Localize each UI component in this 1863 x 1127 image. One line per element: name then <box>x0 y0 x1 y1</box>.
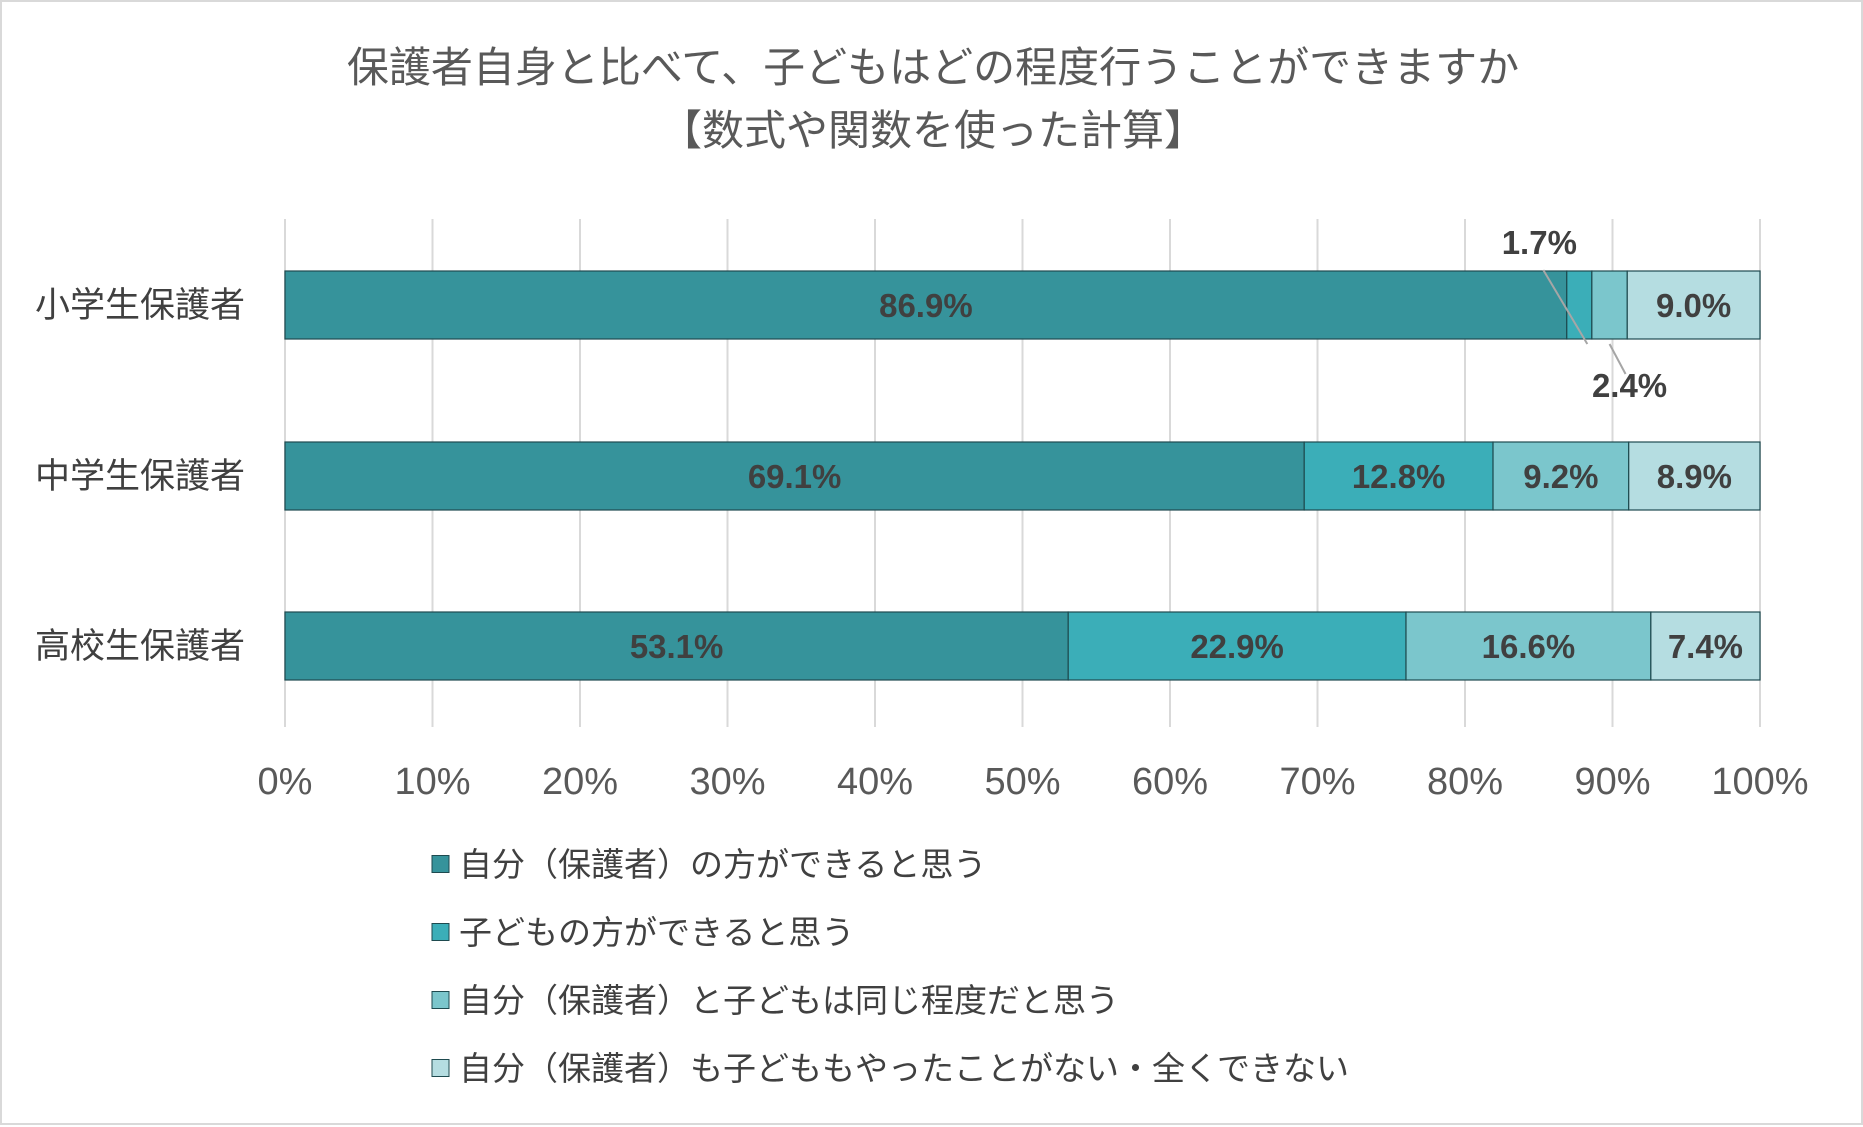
bar-segment <box>1628 441 1761 511</box>
data-label: 9.2% <box>1523 458 1598 495</box>
bar-segment <box>284 611 1069 681</box>
callout-leader-line <box>1542 269 1589 345</box>
bar-segment <box>1067 611 1407 681</box>
category-label: 小学生保護者 <box>35 286 245 326</box>
chart-title-line2: 【数式や関数を使った計算】 <box>660 106 1206 155</box>
data-label: 7.4% <box>1668 628 1743 665</box>
bar-segment <box>1303 441 1494 511</box>
legend-label: 子どもの方ができると思う <box>459 913 854 952</box>
data-label: 2.4% <box>1592 367 1667 404</box>
category-label: 高校生保護者 <box>35 627 245 667</box>
bar-segment <box>284 270 1568 340</box>
data-label: 16.6% <box>1482 628 1576 665</box>
data-label: 22.9% <box>1190 628 1284 665</box>
data-label: 8.9% <box>1657 458 1732 495</box>
legend-swatch <box>431 991 450 1009</box>
bar-segment <box>1650 611 1761 681</box>
bar-segment <box>1405 611 1652 681</box>
x-tick-label: 30% <box>689 761 765 803</box>
data-label: 69.1% <box>748 458 842 495</box>
data-labels-group: 86.9% 1.7% 2.4% 9.0% 69.1% 12.8% 9.2% 8.9% 53.1%… <box>630 224 1743 665</box>
x-tick-label: 70% <box>1279 761 1355 803</box>
x-tick-label: 100% <box>1711 761 1808 803</box>
data-label: 12.8% <box>1352 458 1446 495</box>
legend-swatch <box>431 855 450 873</box>
legend-label: 自分（保護者）も子どももやったことがない・全くできない <box>459 1049 1349 1088</box>
x-tick-label: 60% <box>1132 761 1208 803</box>
bar-segment <box>1591 270 1628 340</box>
x-tick-label: 40% <box>837 761 913 803</box>
bar-segment <box>1492 441 1630 511</box>
legend: 自分（保護者）の方ができると思う子どもの方ができると思う自分（保護者）と子どもは… <box>431 845 1349 1088</box>
legend-label: 自分（保護者）の方ができると思う <box>459 845 986 884</box>
data-label: 86.9% <box>879 287 973 324</box>
x-tick-label: 0% <box>258 761 313 803</box>
x-tick-label: 90% <box>1574 761 1650 803</box>
x-tick-label: 50% <box>984 761 1060 803</box>
legend-label: 自分（保護者）と子どもは同じ程度だと思う <box>459 981 1119 1020</box>
x-tick-label: 20% <box>542 761 618 803</box>
chart-title-line1: 保護者自身と比べて、子どもはどの程度行うことができますか <box>347 43 1519 92</box>
legend-swatch <box>431 923 450 941</box>
legend-swatch <box>431 1059 450 1077</box>
category-label: 中学生保護者 <box>35 457 245 497</box>
bar-segment <box>284 441 1305 511</box>
x-tick-labels-group: 0% 10% 20% 30% 40% 50% 60% 70% 80% 90% 100% <box>258 761 1809 803</box>
data-label: 1.7% <box>1502 224 1577 261</box>
data-label: 9.0% <box>1656 287 1731 324</box>
x-tick-label: 10% <box>394 761 470 803</box>
x-tick-label: 80% <box>1427 761 1503 803</box>
bar-segment <box>1566 270 1593 340</box>
bar-segment <box>1626 270 1761 340</box>
callout-leader-line <box>1608 343 1627 375</box>
data-label: 53.1% <box>630 628 724 665</box>
bars-group <box>284 270 1761 681</box>
